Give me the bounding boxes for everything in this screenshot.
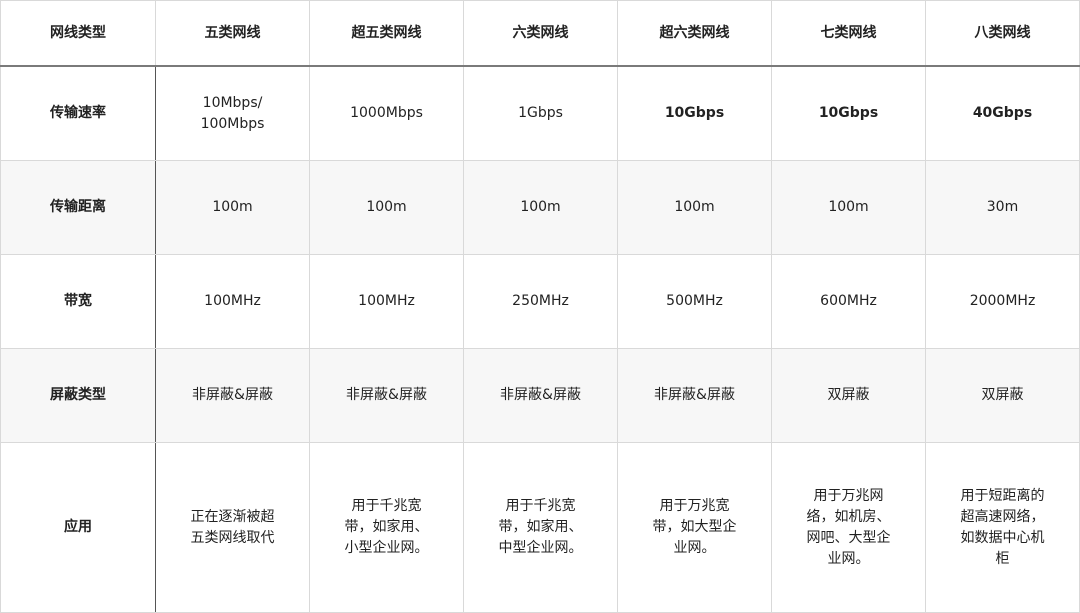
table-cell: 100m bbox=[309, 160, 464, 255]
header-row: 网线类型 五类网线 超五类网线 六类网线 超六类网线 七类网线 八类网线 bbox=[0, 0, 1080, 67]
table-cell: 2000MHz bbox=[925, 254, 1080, 349]
table-cell: 正在逐渐被超 五类网线取代 bbox=[155, 442, 310, 613]
table-cell: 1Gbps bbox=[463, 65, 618, 161]
row-label: 传输距离 bbox=[0, 160, 156, 255]
table-cell: 用于千兆宽 带，如家用、 小型企业网。 bbox=[309, 442, 464, 613]
table-cell: 10Gbps bbox=[771, 65, 926, 161]
table-row-distance: 传输距离 100m 100m 100m 100m 100m 30m bbox=[0, 160, 1080, 255]
header-cell: 网线类型 bbox=[0, 0, 156, 67]
table-cell: 非屏蔽&屏蔽 bbox=[463, 348, 618, 443]
header-cell: 七类网线 bbox=[771, 0, 926, 67]
table-cell: 双屏蔽 bbox=[771, 348, 926, 443]
row-label: 带宽 bbox=[0, 254, 156, 349]
table-row-bandwidth: 带宽 100MHz 100MHz 250MHz 500MHz 600MHz 20… bbox=[0, 254, 1080, 349]
table-cell: 100m bbox=[155, 160, 310, 255]
table-row-application: 应用 正在逐渐被超 五类网线取代 用于千兆宽 带，如家用、 小型企业网。 用于千… bbox=[0, 442, 1080, 613]
table-cell: 30m bbox=[925, 160, 1080, 255]
table-cell: 非屏蔽&屏蔽 bbox=[155, 348, 310, 443]
row-label: 传输速率 bbox=[0, 65, 156, 161]
header-cell: 五类网线 bbox=[155, 0, 310, 67]
table-cell: 10Mbps/ 100Mbps bbox=[155, 65, 310, 161]
table-cell: 用于万兆网 络，如机房、 网吧、大型企 业网。 bbox=[771, 442, 926, 613]
table-cell: 非屏蔽&屏蔽 bbox=[617, 348, 772, 443]
table-cell: 用于万兆宽 带，如大型企 业网。 bbox=[617, 442, 772, 613]
table-cell: 1000Mbps bbox=[309, 65, 464, 161]
header-cell: 六类网线 bbox=[463, 0, 618, 67]
table-cell: 用于千兆宽 带，如家用、 中型企业网。 bbox=[463, 442, 618, 613]
table-cell: 250MHz bbox=[463, 254, 618, 349]
table-cell: 100MHz bbox=[155, 254, 310, 349]
header-cell: 超六类网线 bbox=[617, 0, 772, 67]
table-cell: 600MHz bbox=[771, 254, 926, 349]
table-cell: 40Gbps bbox=[925, 65, 1080, 161]
table-cell: 用于短距离的 超高速网络， 如数据中心机 柜 bbox=[925, 442, 1080, 613]
header-cell: 八类网线 bbox=[925, 0, 1080, 67]
row-label: 应用 bbox=[0, 442, 156, 613]
table-cell: 100m bbox=[617, 160, 772, 255]
table-row-shielding: 屏蔽类型 非屏蔽&屏蔽 非屏蔽&屏蔽 非屏蔽&屏蔽 非屏蔽&屏蔽 双屏蔽 双屏蔽 bbox=[0, 348, 1080, 443]
table-cell: 10Gbps bbox=[617, 65, 772, 161]
header-cell: 超五类网线 bbox=[309, 0, 464, 67]
table-cell: 100m bbox=[463, 160, 618, 255]
table-cell: 100m bbox=[771, 160, 926, 255]
table-row-speed: 传输速率 10Mbps/ 100Mbps 1000Mbps 1Gbps 10Gb… bbox=[0, 65, 1080, 161]
table-cell: 双屏蔽 bbox=[925, 348, 1080, 443]
table-cell: 500MHz bbox=[617, 254, 772, 349]
table-cell: 100MHz bbox=[309, 254, 464, 349]
row-label: 屏蔽类型 bbox=[0, 348, 156, 443]
table-cell: 非屏蔽&屏蔽 bbox=[309, 348, 464, 443]
